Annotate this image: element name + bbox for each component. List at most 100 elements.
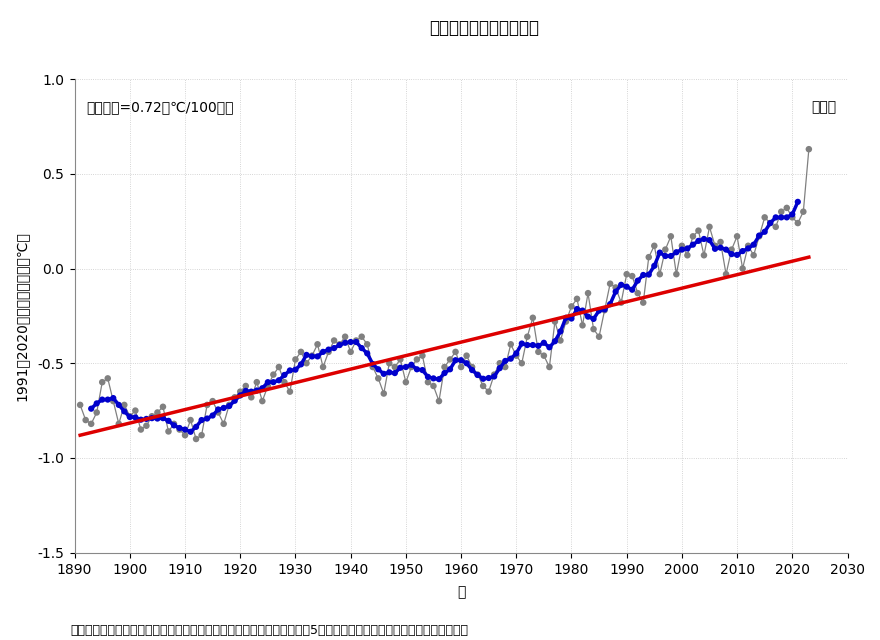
Point bbox=[260, 377, 275, 387]
Point bbox=[642, 252, 656, 262]
Point bbox=[355, 332, 369, 342]
Point bbox=[117, 406, 131, 417]
Point bbox=[708, 241, 722, 251]
Point bbox=[741, 241, 755, 251]
Point bbox=[437, 368, 451, 378]
Point bbox=[206, 396, 220, 406]
Point bbox=[360, 339, 374, 349]
Point bbox=[238, 386, 253, 396]
Point bbox=[338, 338, 352, 348]
Point bbox=[763, 218, 777, 228]
Point bbox=[476, 374, 490, 384]
Point bbox=[686, 239, 700, 250]
Point bbox=[449, 355, 463, 365]
Point bbox=[366, 359, 380, 369]
Point bbox=[349, 335, 363, 346]
Point bbox=[774, 207, 788, 217]
Point bbox=[598, 304, 612, 314]
Point bbox=[714, 243, 728, 253]
Point bbox=[648, 241, 662, 251]
Point bbox=[510, 348, 524, 358]
Point bbox=[631, 288, 645, 298]
Point bbox=[532, 347, 546, 357]
Point bbox=[255, 383, 269, 394]
Point bbox=[542, 342, 556, 353]
Point bbox=[625, 271, 639, 281]
Point bbox=[277, 370, 291, 380]
Point bbox=[752, 230, 766, 241]
Point bbox=[454, 362, 468, 372]
Point bbox=[636, 298, 650, 308]
Point bbox=[427, 373, 441, 383]
Point bbox=[780, 203, 794, 213]
Point bbox=[592, 305, 606, 316]
Point bbox=[123, 411, 137, 421]
Point bbox=[730, 250, 744, 260]
Point bbox=[481, 373, 495, 383]
Point bbox=[184, 427, 198, 437]
Point bbox=[84, 404, 99, 414]
Point bbox=[763, 218, 777, 228]
Point bbox=[769, 212, 783, 223]
Point bbox=[581, 312, 595, 322]
Point bbox=[525, 340, 539, 350]
Point bbox=[289, 365, 303, 375]
Point bbox=[680, 250, 694, 260]
Point bbox=[305, 351, 319, 361]
Point bbox=[189, 434, 203, 444]
Point bbox=[128, 412, 143, 422]
Point bbox=[791, 218, 805, 228]
Point bbox=[537, 338, 551, 348]
Point bbox=[316, 347, 330, 357]
Point bbox=[503, 353, 517, 364]
Point bbox=[520, 332, 534, 342]
Point bbox=[112, 419, 126, 429]
Point bbox=[404, 360, 418, 370]
Point bbox=[150, 407, 165, 417]
Point bbox=[443, 364, 457, 374]
Point bbox=[510, 351, 524, 361]
Point bbox=[245, 387, 259, 397]
Point bbox=[686, 231, 700, 241]
Point bbox=[382, 367, 396, 378]
Point bbox=[675, 241, 689, 251]
Point bbox=[371, 364, 385, 374]
Point bbox=[399, 362, 413, 372]
Point bbox=[194, 430, 209, 440]
Point bbox=[592, 332, 606, 342]
Point bbox=[697, 234, 711, 244]
Point bbox=[692, 225, 706, 236]
Point bbox=[73, 400, 87, 410]
Point bbox=[161, 426, 175, 436]
Point bbox=[145, 413, 159, 423]
Point bbox=[172, 424, 187, 435]
Point bbox=[282, 387, 297, 397]
Point bbox=[382, 358, 396, 369]
Point bbox=[493, 363, 507, 373]
Point bbox=[200, 400, 214, 410]
Point bbox=[493, 358, 507, 369]
Point bbox=[222, 401, 236, 411]
Point bbox=[758, 212, 772, 223]
Point bbox=[305, 351, 319, 362]
Point bbox=[752, 231, 766, 241]
Point bbox=[471, 369, 485, 380]
Point bbox=[399, 377, 413, 387]
Point bbox=[194, 415, 209, 425]
Point bbox=[338, 332, 352, 342]
Text: 細線（黒）：各年の平均気温の基準値からの偏差、太線（青）：偏差の5年移動平均値、直線（赤）：長期変化傾向。: 細線（黒）：各年の平均気温の基準値からの偏差、太線（青）：偏差の5年移動平均値、… bbox=[70, 624, 468, 637]
Point bbox=[603, 278, 617, 289]
Point bbox=[321, 344, 335, 355]
Point bbox=[697, 250, 711, 260]
Point bbox=[769, 221, 783, 232]
Point bbox=[289, 355, 303, 365]
Point bbox=[796, 207, 810, 217]
Point bbox=[614, 298, 628, 308]
Point bbox=[459, 358, 473, 369]
Point bbox=[476, 381, 490, 391]
Point bbox=[228, 392, 242, 403]
Point bbox=[503, 339, 517, 349]
Point bbox=[388, 362, 402, 372]
Point bbox=[670, 247, 684, 257]
Point bbox=[708, 244, 722, 254]
